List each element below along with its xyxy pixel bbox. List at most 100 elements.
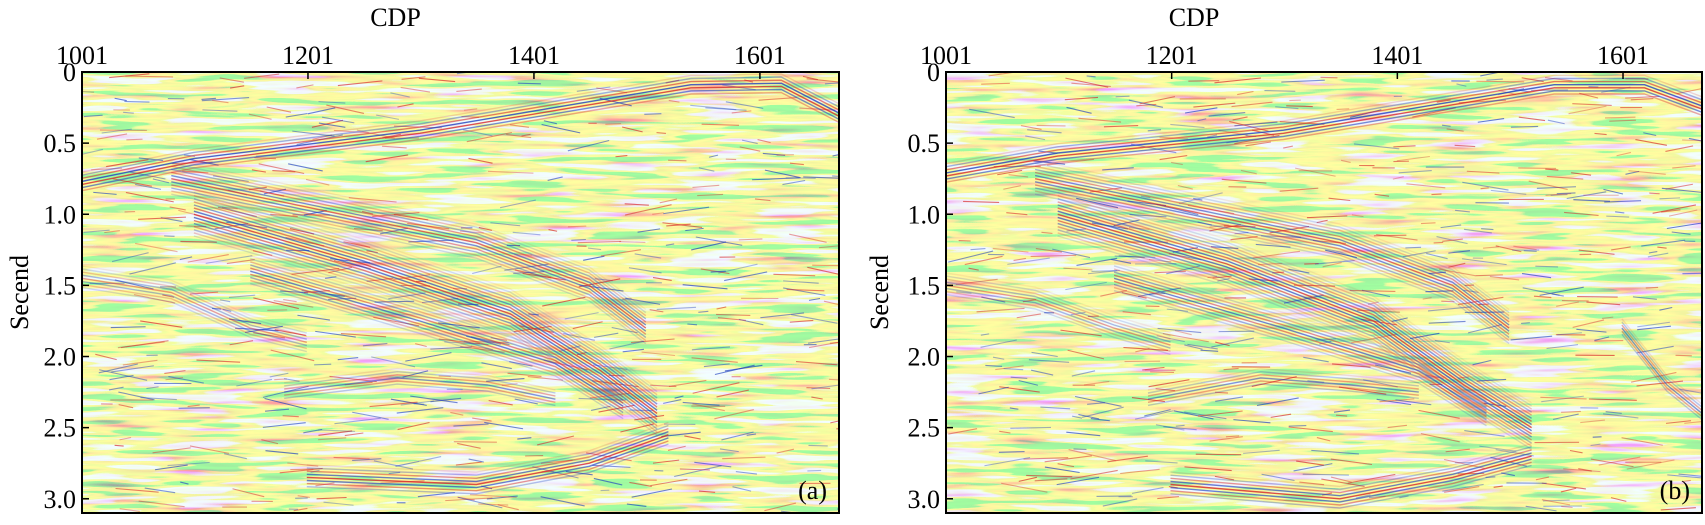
wavelet-event [674,465,722,478]
wavelet-event [1056,476,1100,486]
wavelet-event [1122,311,1151,316]
wavelet-event [1306,215,1348,219]
wavelet-event [1243,449,1280,454]
wavelet-event [1102,498,1138,507]
reflector-6 [82,283,307,350]
wavelet-event [1678,473,1702,477]
wavelet-event [117,341,165,349]
wavelet-event [1399,495,1409,499]
reflector-2 [1057,210,1532,426]
wavelet-event [1541,482,1586,490]
wavelet-event [162,294,175,298]
wavelet-event [1163,426,1197,431]
wavelet-event [829,341,839,344]
wavelet-event [490,337,508,341]
reflector-7 [1621,324,1702,411]
reflector-0 [946,90,1702,180]
wavelet-event [83,114,103,118]
wavelet-event [1434,339,1450,344]
y-tick-label: 2.0 [44,343,77,372]
wavelet-event [180,240,217,243]
x-tick-label: 1601 [1597,41,1649,70]
reflector-3 [1113,290,1487,427]
wavelet-event [652,212,664,215]
wavelet-event [1367,301,1379,305]
wavelet-event [1425,290,1454,293]
wavelet-event [213,175,249,182]
wavelet-event [710,270,726,273]
wavelet-event [169,206,186,211]
wavelet-event [563,332,595,341]
wavelet-event [1572,319,1605,329]
wavelet-event [1332,363,1371,368]
wavelet-event [1671,231,1691,235]
wavelet-event [1123,346,1168,351]
wavelet-event [1325,249,1357,259]
reflector-1 [171,171,647,323]
wavelet-event [1121,291,1147,299]
wavelet-event [1682,139,1702,142]
reflector-2 [193,207,658,408]
wavelet-event [395,460,419,467]
wavelet-event [222,308,232,312]
wavelet-event [164,370,186,374]
wavelet-event [1214,391,1229,394]
wavelet-event [837,128,839,130]
reflector-6 [946,275,1171,337]
wavelet-event [291,267,340,275]
wavelet-event [315,482,335,487]
wavelet-event [244,73,280,79]
wavelet-event [445,497,493,502]
wavelet-event [1193,102,1236,108]
wavelet-event [724,271,768,282]
reflector-1 [171,190,647,342]
wavelet-event [229,340,254,346]
wavelet-event [1665,183,1693,190]
wavelet-event [109,73,150,79]
wavelet-event [1261,235,1302,238]
wavelet-event [146,386,159,390]
wavelet-event [219,77,244,83]
wavelet-event [379,227,408,235]
wavelet-event [1637,325,1671,331]
reflector-6 [82,268,307,334]
wavelet-event [626,503,647,508]
wavelet-event [1134,410,1174,420]
wavelet-event [665,79,680,84]
reflector-1 [171,174,647,326]
wavelet-event [1275,106,1299,110]
reflector-7 [1621,321,1702,408]
wavelet-event [527,375,563,381]
wavelet-event [1303,356,1329,363]
wavelet-event [499,199,536,209]
wavelet-event [458,496,503,509]
wavelet-event [504,263,549,271]
wavelet-event [1621,437,1663,446]
wavelet-event [746,433,757,436]
wavelet-event [99,369,148,381]
wavelet-event [757,139,771,144]
wavelet-event [272,170,296,173]
wavelet-event [818,245,839,249]
wavelet-event [1544,77,1573,82]
wavelet-event [138,500,185,508]
wavelet-event [1020,125,1042,130]
wavelet-event [182,170,209,174]
wavelet-event [1440,224,1462,229]
reflector-5 [1170,452,1532,497]
wavelet-event [114,444,124,447]
wavelet-event [1113,219,1140,227]
wavelet-event [824,82,839,85]
reflector-1 [171,165,647,317]
wavelet-event [703,363,730,368]
reflector-layer [946,72,1702,512]
wavelet-event [466,131,513,143]
wavelet-event [1047,158,1095,166]
reflector-5 [1170,443,1532,488]
wavelet-event [1625,170,1640,175]
wavelet-event [661,431,701,438]
wavelet-event [1444,485,1480,493]
reflector-2 [1057,191,1532,407]
reflector-0 [946,93,1702,183]
wavelet-event [189,445,230,454]
